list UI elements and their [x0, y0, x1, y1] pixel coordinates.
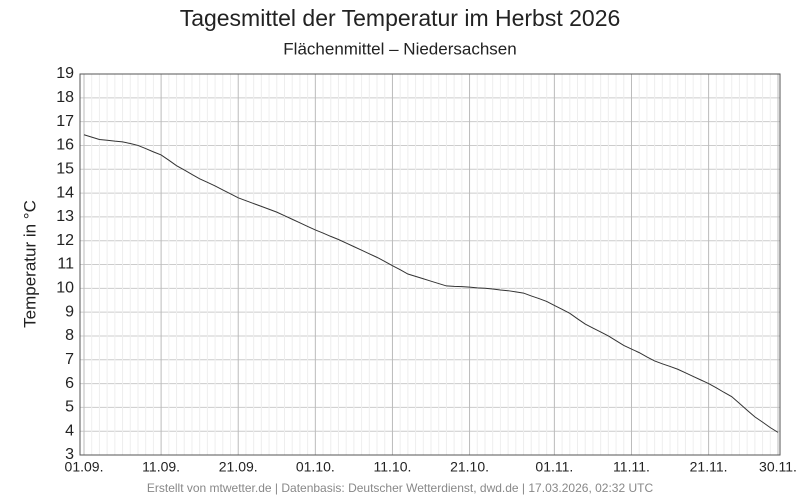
y-tick-label: 4 [65, 422, 74, 439]
y-tick-label: 13 [56, 208, 74, 225]
y-tick-label: 9 [65, 303, 74, 320]
y-tick-label: 15 [56, 160, 74, 177]
y-tick-label: 6 [65, 375, 74, 392]
x-tick-label: 21.09. [219, 459, 258, 475]
plot-frame [79, 73, 781, 456]
x-tick-label: 11.10. [373, 459, 411, 475]
x-tick-label: 30.11. [759, 459, 797, 475]
y-tick-label: 19 [56, 65, 74, 82]
x-tick-label: 11.11. [613, 459, 650, 475]
x-tick-label: 11.09. [142, 459, 180, 475]
y-tick-label: 8 [65, 327, 74, 344]
x-tick-label: 01.11. [535, 459, 573, 475]
y-axis-label: Temperatur in °C [20, 200, 39, 328]
chart-subtitle: Flächenmittel – Niedersachsen [283, 39, 516, 58]
chart-title: Tagesmittel der Temperatur im Herbst 202… [180, 5, 621, 31]
y-tick-label: 3 [65, 446, 74, 463]
y-tick-label: 18 [56, 89, 74, 106]
y-tick-label: 17 [56, 113, 74, 130]
footer: Erstellt von mtwetter.de | Datenbasis: D… [147, 481, 654, 495]
y-tick-label: 5 [65, 399, 74, 416]
y-tick-label: 16 [56, 137, 74, 154]
y-tick-label: 12 [56, 232, 74, 249]
x-tick-label: 01.09. [65, 459, 104, 475]
x-tick-label: 01.10. [296, 459, 335, 475]
y-tick-label: 10 [56, 280, 74, 297]
y-tick-label: 11 [57, 256, 74, 273]
grid [80, 73, 780, 456]
x-tick-label: 21.11. [690, 459, 728, 475]
y-tick-label: 14 [56, 184, 74, 201]
y-tick-label: 7 [65, 351, 74, 368]
temperature-line [83, 134, 779, 433]
x-tick-label: 21.10. [450, 459, 489, 475]
